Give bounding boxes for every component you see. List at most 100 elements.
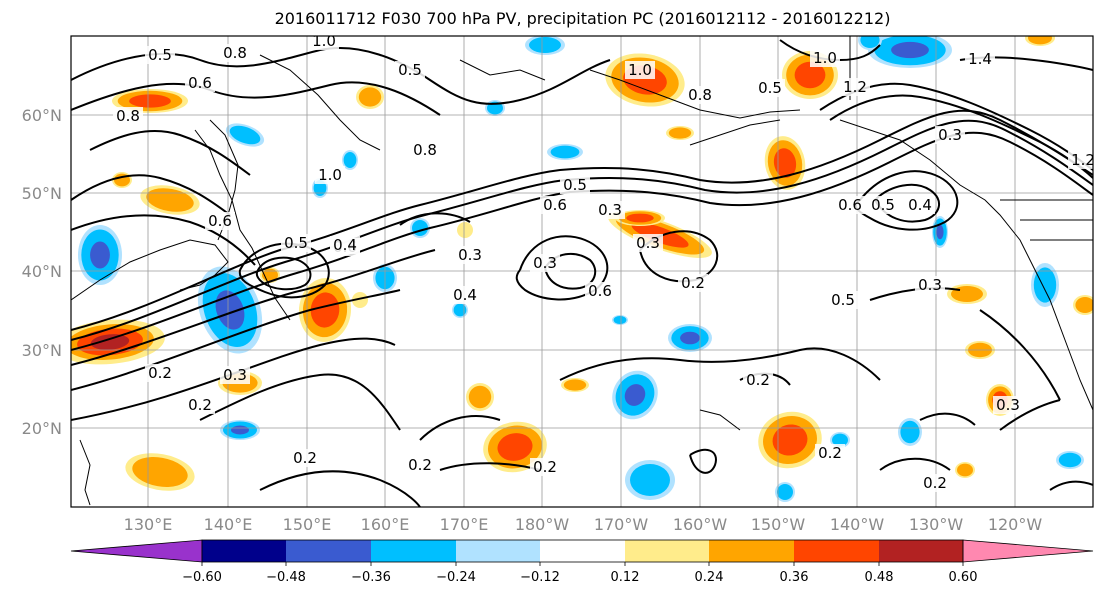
- precip-blob: [550, 145, 580, 159]
- precip-blob: [132, 457, 188, 487]
- contour-label-bg: [309, 36, 339, 50]
- colorbar-tick-label: −0.24: [436, 570, 476, 585]
- contour-label-bg: [935, 126, 965, 144]
- pv-contour: [639, 230, 719, 283]
- precip-blob: [129, 94, 171, 108]
- longitude-label: 140°E: [204, 515, 253, 534]
- contour-label: 0.3: [938, 126, 962, 144]
- latitude-labels: 60°N 50°N 40°N 30°N 20°N: [22, 106, 62, 438]
- contour-label-bg: [220, 44, 250, 62]
- precip-blob: [468, 385, 492, 409]
- contour-label-bg: [965, 50, 995, 68]
- precip-blob: [90, 241, 110, 269]
- precip-blob: [860, 36, 880, 48]
- longitude-label: 170°W: [594, 515, 649, 534]
- precip-blob: [563, 379, 587, 391]
- contour-label-bg: [743, 371, 773, 389]
- contour-label-bg: [281, 234, 311, 252]
- contour-label: 0.6: [543, 196, 567, 214]
- precip-blob: [90, 334, 130, 350]
- colorbar-tick-label: 0.24: [695, 570, 724, 585]
- precip-blob: [624, 384, 646, 406]
- contour-label: 1.2: [843, 78, 867, 96]
- pv-contour: [71, 131, 1093, 351]
- coastline-segment: [459, 59, 546, 81]
- contour-label: 0.4: [453, 286, 477, 304]
- precip-blob: [1033, 267, 1057, 303]
- pv-contour: [71, 81, 441, 116]
- contour-label-bg: [1068, 151, 1093, 169]
- colorbar-tick-label: −0.60: [182, 570, 222, 585]
- contour-label: 0.4: [333, 236, 357, 254]
- contour-label: 0.4: [908, 196, 932, 214]
- pv-contour-layer: [71, 39, 1093, 507]
- colorbar-segment: [794, 540, 879, 562]
- longitude-label: 160°W: [673, 515, 728, 534]
- contour-label: 0.8: [688, 86, 712, 104]
- contour-label: 0.3: [598, 201, 622, 219]
- pv-contour: [71, 119, 1093, 341]
- contour-label: 1.0: [628, 61, 652, 79]
- contour-label-bg: [828, 291, 858, 309]
- contour-label: 0.5: [284, 234, 308, 252]
- precip-blob: [1058, 452, 1082, 468]
- contour-label: 0.8: [413, 141, 437, 159]
- pv-contour: [71, 249, 436, 366]
- precip-blob: [936, 224, 944, 240]
- contour-label: 0.5: [148, 46, 172, 64]
- pv-contour: [71, 289, 401, 391]
- pv-contour: [829, 94, 1093, 179]
- contour-label: 0.6: [208, 212, 232, 230]
- precip-blob: [680, 331, 700, 345]
- contour-label-bg: [405, 456, 435, 474]
- contour-label-bg: [220, 366, 250, 384]
- longitude-label: 150°E: [283, 515, 332, 534]
- contour-label: 0.3: [533, 254, 557, 272]
- precip-blob: [457, 222, 473, 238]
- colorbar-segment: [540, 540, 625, 562]
- colorbar-outline: [201, 539, 964, 563]
- pv-contour: [1049, 480, 1093, 491]
- contour-label: 0.3: [636, 234, 660, 252]
- contour-label-bg: [530, 458, 560, 476]
- pv-contour: [71, 337, 396, 421]
- contour-label: 0.2: [148, 364, 172, 382]
- contour-label: 0.8: [223, 44, 247, 62]
- colorbar-segment: [456, 540, 540, 562]
- contour-label-bg: [145, 46, 175, 64]
- colorbar-tick-label: −0.48: [266, 570, 306, 585]
- contour-label: 1.0: [813, 49, 837, 67]
- longitude-label: 130°E: [124, 515, 173, 534]
- longitude-label: 160°E: [361, 515, 410, 534]
- colorbar-extend-low: [70, 539, 203, 563]
- longitude-label: 130°W: [909, 515, 964, 534]
- contour-label-bg: [410, 141, 440, 159]
- contour-label: 0.5: [831, 291, 855, 309]
- colorbar-segment: [709, 540, 794, 562]
- coastline-segment: [259, 54, 381, 151]
- map-title: 2016011712 F030 700 hPa PV, precipitatio…: [274, 9, 891, 28]
- latitude-label: 40°N: [22, 262, 62, 281]
- contour-label-bg: [915, 276, 945, 294]
- contour-label: 0.2: [293, 449, 317, 467]
- precip-blob: [215, 290, 245, 330]
- contour-label-bg: [530, 254, 560, 272]
- longitude-labels: 130°E 140°E 150°E 160°E 170°E 180°W 170°W 160°W…: [124, 515, 1043, 534]
- contour-label-bg: [450, 286, 480, 304]
- longitude-label: 150°W: [751, 515, 806, 534]
- precip-blob: [412, 220, 428, 236]
- contour-label: 0.6: [188, 74, 212, 92]
- pv-contour: [71, 214, 256, 266]
- pv-contour: [89, 129, 251, 176]
- contour-label-bg: [205, 212, 235, 230]
- precip-blob: [1075, 297, 1093, 313]
- precip-blob: [832, 433, 848, 447]
- contour-label-bg: [540, 196, 570, 214]
- colorbar-tick-label: 0.60: [949, 570, 978, 585]
- contour-label-bg: [685, 86, 715, 104]
- contour-label-bg: [330, 236, 360, 254]
- pv-contour: [255, 256, 312, 291]
- contour-label-bg: [993, 396, 1023, 414]
- contour-label: 0.6: [588, 282, 612, 300]
